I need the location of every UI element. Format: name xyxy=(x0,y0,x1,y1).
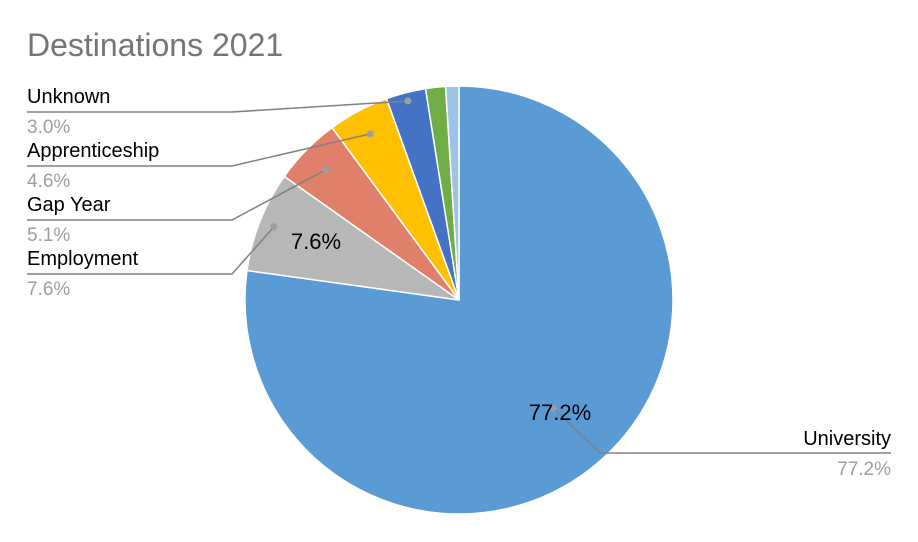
leader-line-university xyxy=(552,407,891,454)
leader-lines xyxy=(27,97,891,454)
chart-title: Destinations 2021 xyxy=(27,27,283,63)
category-label-gap-year: Gap Year xyxy=(27,194,111,216)
category-label-employment: Employment xyxy=(27,248,139,270)
leader-dot-unknown xyxy=(404,97,412,105)
pie-slices xyxy=(244,85,674,515)
percent-label-apprenticeship: 4.6% xyxy=(27,171,70,192)
leader-line-employment xyxy=(27,226,275,275)
percent-label-university: 77.2% xyxy=(837,459,891,480)
leader-line-apprenticeship xyxy=(27,133,371,167)
leader-dot-employment xyxy=(270,223,278,231)
inside-label-university: 77.2% xyxy=(529,400,591,425)
category-label-apprenticeship: Apprenticeship xyxy=(27,140,159,162)
leader-line-unknown xyxy=(27,100,408,113)
slice-labels: University 77.2% Employment 7.6% Gap Year 5.1… xyxy=(27,86,891,480)
category-label-university: University xyxy=(803,428,891,450)
leader-dot-apprenticeship xyxy=(366,130,374,138)
category-label-unknown: Unknown xyxy=(27,86,110,108)
percent-label-gap-year: 5.1% xyxy=(27,225,70,246)
inside-label-employment: 7.6% xyxy=(291,229,341,254)
leader-line-gap-year xyxy=(27,168,327,221)
leader-dot-university xyxy=(549,404,557,412)
percent-label-employment: 7.6% xyxy=(27,279,70,300)
pie-slice-employment xyxy=(246,175,460,301)
pie-slice-unlabeled-6 xyxy=(444,85,460,301)
leader-dot-gap-year xyxy=(322,166,330,174)
percent-label-unknown: 3.0% xyxy=(27,117,70,138)
